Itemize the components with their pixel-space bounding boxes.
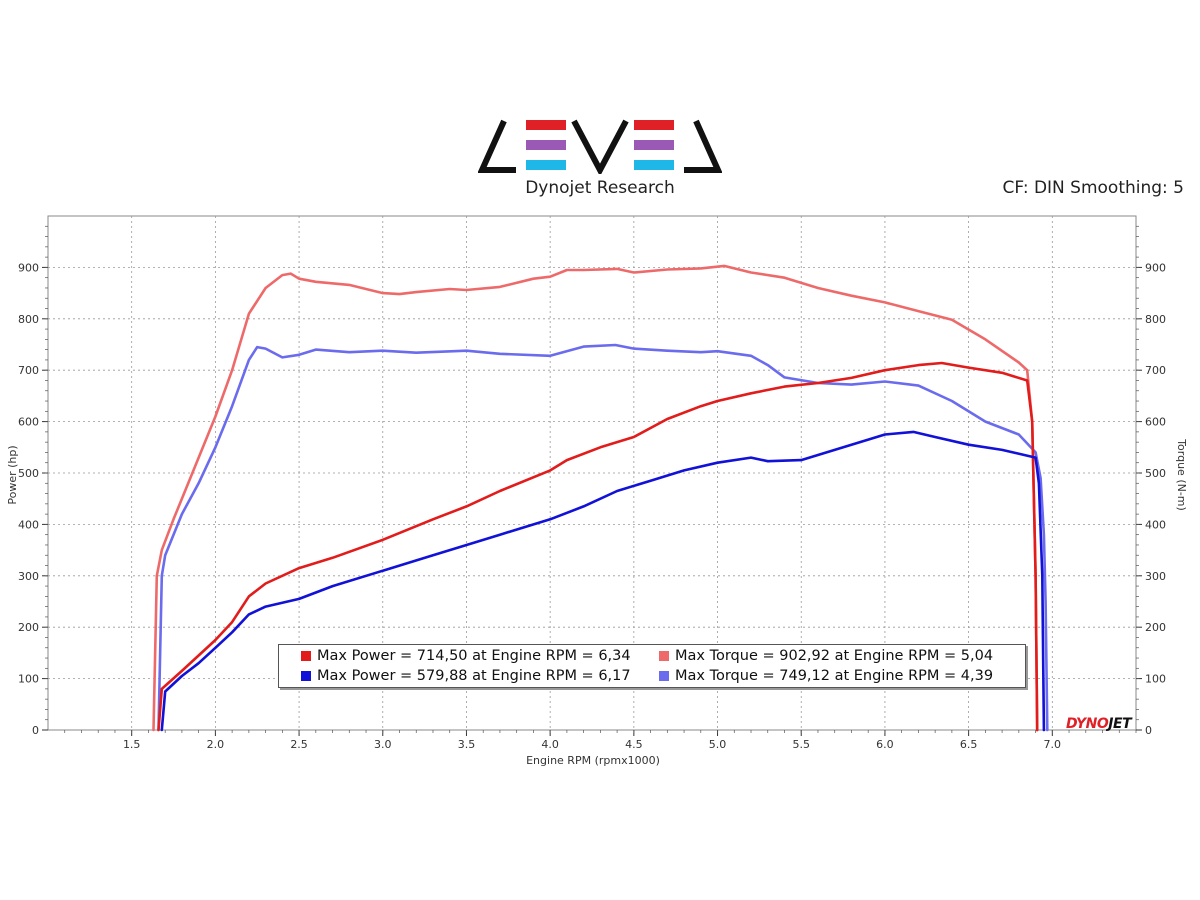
- x-tick-label: 4.5: [625, 738, 643, 751]
- y-tick-label-right: 600: [1145, 416, 1166, 429]
- x-tick-label: 3.5: [458, 738, 476, 751]
- series-line: [157, 361, 1039, 732]
- legend-label: Max Power = 714,50 at Engine RPM = 6,34: [317, 648, 631, 664]
- y-tick-label-right: 0: [1145, 724, 1152, 737]
- level-logo: [478, 119, 722, 174]
- y-tick-label-left: 300: [18, 570, 39, 583]
- dyno-chart: 1.5 2.0 2.5 3.0 3.5 4.0 4.5 5.0 5.5 6.0 6.5 7.0 0 0 10…: [6, 215, 1188, 767]
- axes: [42, 225, 1142, 736]
- y-tick-label-left: 700: [18, 364, 39, 377]
- logo-bar-red-1: [526, 120, 566, 130]
- x-tick-label: 5.0: [709, 738, 727, 751]
- logo-bar-purple-2: [634, 140, 674, 150]
- dynojet-brand-dyno: DYNO: [1066, 716, 1109, 732]
- y-tick-label-left: 600: [18, 416, 39, 429]
- x-tick-label: 1.5: [123, 738, 141, 751]
- legend-item: Max Torque = 902,92 at Engine RPM = 5,04: [659, 646, 993, 666]
- series-line: [152, 264, 1039, 732]
- tick-labels: 1.5 2.0 2.5 3.0 3.5 4.0 4.5 5.0 5.5 6.0 6.5 7.0 0 0 10…: [18, 261, 1166, 751]
- y-tick-label-right: 800: [1145, 313, 1166, 326]
- legend-swatch: [301, 651, 311, 661]
- x-tick-label: 6.5: [960, 738, 978, 751]
- legend-item: Max Power = 714,50 at Engine RPM = 6,34: [301, 646, 631, 666]
- x-tick-label: 2.5: [290, 738, 308, 751]
- chart-subtitle: Dynojet Research: [525, 178, 675, 198]
- y-tick-label-left: 400: [18, 518, 39, 531]
- legend-swatch: [659, 651, 669, 661]
- y-tick-label-right: 900: [1145, 261, 1166, 274]
- logo-right-bracket: [684, 119, 722, 173]
- legend-label: Max Power = 579,88 at Engine RPM = 6,17: [317, 668, 631, 684]
- logo-left-bracket: [478, 119, 516, 173]
- y-axis-label-right: Torque (N-m): [1175, 438, 1188, 511]
- logo-bar-purple-1: [526, 140, 566, 150]
- y-tick-label-left: 100: [18, 673, 39, 686]
- logo-v: [571, 119, 629, 174]
- logo-bar-red-2: [634, 120, 674, 130]
- dynojet-brand-mark: DYNOJET: [1066, 716, 1132, 732]
- legend-swatch: [659, 671, 669, 681]
- logo-bar-cyan-2: [634, 160, 674, 170]
- y-tick-label-left: 900: [18, 261, 39, 274]
- legend-item: Max Power = 579,88 at Engine RPM = 6,17: [301, 666, 631, 686]
- y-tick-label-left: 500: [18, 467, 39, 480]
- legend-item: Max Torque = 749,12 at Engine RPM = 4,39: [659, 666, 993, 686]
- legend-swatch: [301, 671, 311, 681]
- y-tick-label-left: 200: [18, 621, 39, 634]
- logo-bar-cyan-1: [526, 160, 566, 170]
- x-tick-label: 4.0: [541, 738, 559, 751]
- y-tick-label-left: 0: [32, 724, 39, 737]
- x-tick-label: 5.5: [792, 738, 810, 751]
- legend-box: Max Power = 714,50 at Engine RPM = 6,34 …: [278, 644, 1026, 688]
- y-axis-label-left: Power (hp): [6, 445, 19, 504]
- y-tick-label-right: 400: [1145, 518, 1166, 531]
- y-tick-label-left: 800: [18, 313, 39, 326]
- x-tick-label: 6.0: [876, 738, 894, 751]
- legend-label: Max Torque = 749,12 at Engine RPM = 4,39: [675, 668, 994, 684]
- y-tick-label-right: 200: [1145, 621, 1166, 634]
- y-tick-label-right: 700: [1145, 364, 1166, 377]
- series-lines: [152, 264, 1049, 732]
- x-axis-label: Engine RPM (rpmx1000): [526, 754, 660, 767]
- x-tick-label: 7.0: [1044, 738, 1062, 751]
- correction-factor: CF: DIN Smoothing: 5: [1002, 178, 1184, 198]
- x-tick-label: 3.0: [374, 738, 392, 751]
- series-line: [160, 430, 1046, 732]
- x-tick-label: 2.0: [207, 738, 225, 751]
- y-tick-label-right: 500: [1145, 467, 1166, 480]
- dynojet-brand-jet: JET: [1108, 716, 1132, 732]
- y-tick-label-right: 100: [1145, 673, 1166, 686]
- series-line: [157, 343, 1049, 732]
- y-tick-label-right: 300: [1145, 570, 1166, 583]
- legend-label: Max Torque = 902,92 at Engine RPM = 5,04: [675, 648, 994, 664]
